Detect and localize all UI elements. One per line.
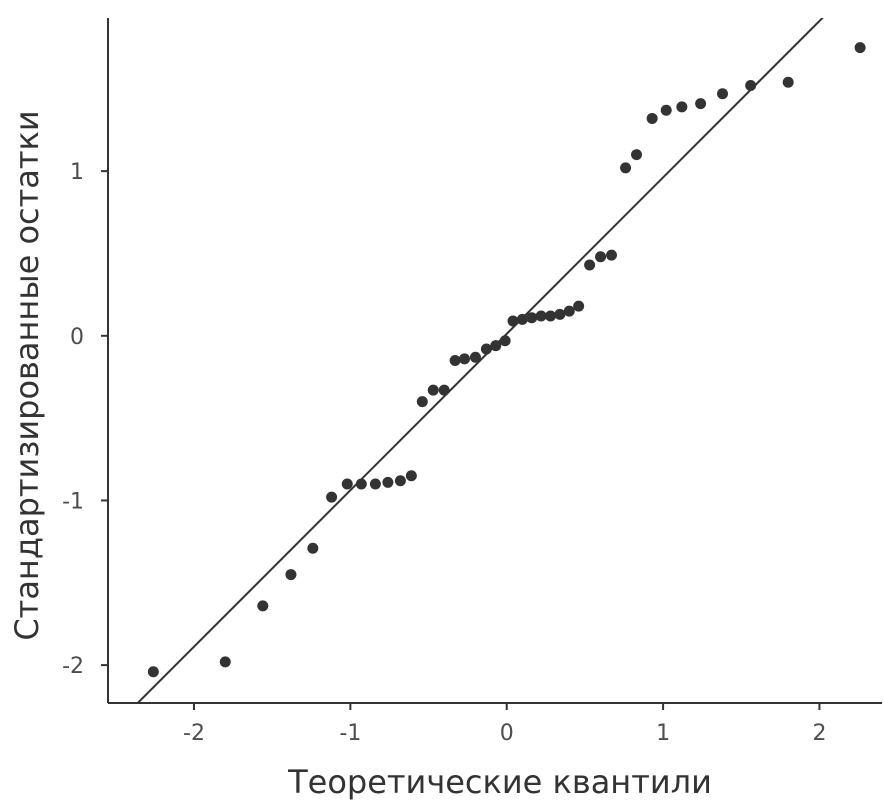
data-point	[480, 343, 492, 355]
data-point	[147, 666, 159, 678]
data-point	[355, 478, 367, 490]
data-point	[854, 42, 866, 54]
data-point	[646, 112, 658, 124]
data-point	[307, 542, 319, 554]
data-point	[382, 476, 394, 488]
plot-area	[136, 18, 866, 703]
data-point	[631, 149, 643, 161]
x-axis-title: Теоретические квантили	[287, 763, 712, 801]
data-point	[584, 259, 596, 271]
data-point	[219, 656, 231, 668]
data-point	[341, 478, 353, 490]
y-tick-label: 0	[70, 325, 84, 350]
reference-line	[136, 18, 824, 703]
data-point	[405, 470, 417, 482]
x-tick-label: 2	[812, 721, 826, 746]
data-point	[745, 80, 757, 92]
x-tick-label: -2	[183, 721, 205, 746]
data-point	[573, 300, 585, 312]
data-point	[563, 305, 575, 317]
data-point	[416, 396, 428, 408]
y-tick-label: -1	[62, 489, 84, 514]
data-point	[257, 600, 269, 612]
y-axis-title: Стандартизированные остатки	[8, 110, 46, 640]
data-point	[499, 335, 511, 347]
data-point	[605, 249, 617, 261]
data-point	[545, 310, 557, 322]
data-point	[695, 98, 707, 110]
data-point	[326, 491, 338, 503]
data-point	[469, 351, 481, 363]
x-tick-label: 1	[656, 721, 670, 746]
data-point	[459, 353, 471, 365]
data-point	[285, 569, 297, 581]
x-tick-label: -1	[339, 721, 361, 746]
data-point	[490, 340, 502, 352]
data-point	[554, 308, 566, 320]
data-point	[507, 315, 519, 327]
data-point	[782, 76, 794, 88]
data-point	[717, 88, 729, 100]
y-tick-label: 1	[70, 160, 84, 185]
data-point	[526, 312, 538, 324]
data-point	[620, 162, 632, 174]
data-point	[535, 310, 547, 322]
y-tick-label: -2	[62, 654, 84, 679]
ticks: -2 -1 0 1 2 -2 -1 0 1	[62, 160, 826, 746]
data-point	[394, 475, 406, 487]
data-point	[438, 384, 450, 396]
axes	[107, 18, 882, 704]
data-point	[516, 313, 528, 325]
data-point	[369, 478, 381, 490]
data-point	[595, 251, 607, 263]
data-point	[427, 384, 439, 396]
data-point	[660, 104, 672, 116]
data-point	[676, 101, 688, 113]
data-point	[449, 355, 461, 366]
x-tick-label: 0	[500, 721, 514, 746]
